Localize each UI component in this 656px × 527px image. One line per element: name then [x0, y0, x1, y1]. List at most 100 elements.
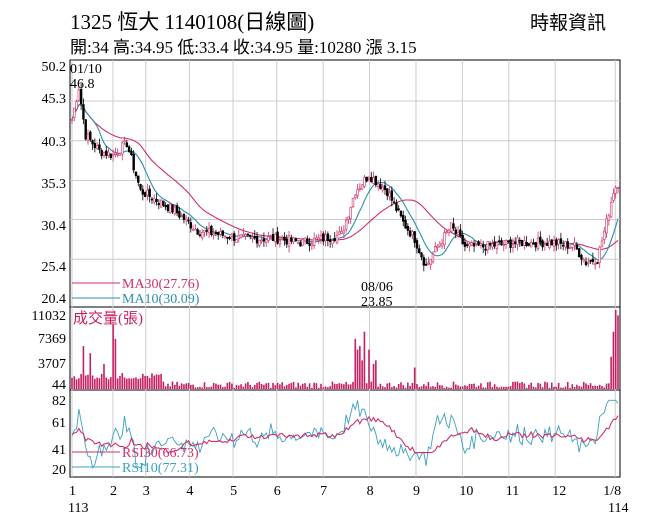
- volume-bar: [356, 349, 359, 389]
- volume-bar: [393, 385, 395, 389]
- volume-bar: [311, 387, 313, 389]
- candle-body: [502, 244, 505, 246]
- volume-bar: [429, 386, 432, 389]
- volume-bar: [592, 385, 594, 389]
- volume-bar: [192, 384, 194, 389]
- volume-bar: [249, 384, 251, 389]
- volume-bar: [343, 384, 345, 389]
- volume-bar: [617, 315, 619, 389]
- candle-body: [518, 239, 521, 242]
- volume-bar: [290, 382, 293, 389]
- candle-body: [230, 233, 234, 237]
- candle-body: [226, 236, 229, 239]
- candle-body: [280, 238, 284, 240]
- volume-bar: [94, 378, 96, 389]
- volume-bar: [349, 384, 352, 389]
- volume-bar: [313, 382, 315, 389]
- candle-body: [468, 243, 471, 247]
- candle-body: [395, 202, 398, 211]
- rsi-ytick-0: 82: [52, 394, 66, 409]
- candle-body: [498, 240, 501, 243]
- volume-bar: [436, 382, 439, 389]
- volume-bar: [288, 383, 290, 389]
- candle-body: [319, 235, 323, 240]
- candle-body: [584, 261, 588, 266]
- candle-body: [418, 248, 421, 253]
- volume-bar: [445, 386, 448, 389]
- candle-body: [609, 202, 613, 218]
- volume-bar: [411, 382, 414, 389]
- rsi-lines: [71, 399, 619, 469]
- candle-body: [335, 234, 339, 244]
- candle-body: [580, 255, 583, 260]
- month-tick-label: 4: [186, 484, 193, 499]
- volume-bar: [603, 387, 606, 389]
- volume-bar: [514, 381, 516, 389]
- volume-bar: [130, 378, 133, 389]
- candle-body: [520, 239, 524, 247]
- candle-body: [406, 226, 410, 231]
- candle-body: [111, 154, 115, 156]
- volume-bar: [610, 356, 612, 389]
- candle-body: [598, 246, 601, 263]
- candle-body: [253, 235, 256, 239]
- candle-body: [194, 228, 197, 231]
- candle-body: [491, 243, 494, 248]
- candle-body: [223, 235, 227, 238]
- candle-body: [180, 215, 183, 218]
- year-label-start: 113: [68, 501, 88, 516]
- volume-bar: [530, 382, 532, 389]
- volume-bar: [569, 387, 571, 389]
- volume-bar: [361, 360, 363, 389]
- candle-body: [91, 140, 94, 145]
- volume-bar: [402, 385, 405, 389]
- rsi30-line: [71, 415, 619, 454]
- chart-title: 1325 恆大 1140108(日線圖): [70, 10, 315, 34]
- candle-body: [452, 223, 455, 229]
- volume-bar: [441, 385, 443, 389]
- candle-body: [342, 230, 346, 234]
- candle-body: [555, 239, 558, 246]
- candle-body: [470, 242, 473, 246]
- volume-bar: [272, 382, 274, 389]
- candle-body: [239, 234, 243, 238]
- high-value-label: 46.8: [70, 77, 95, 92]
- candle-body: [370, 177, 373, 182]
- volume-bar: [496, 386, 498, 389]
- candle-body: [276, 231, 279, 244]
- candle-body: [315, 237, 318, 240]
- volume-bar: [253, 384, 256, 389]
- volume-bar: [546, 382, 548, 389]
- volume-bar: [148, 378, 151, 389]
- candle-body: [77, 89, 81, 101]
- high-date-label: 01/10: [70, 62, 102, 77]
- volume-bar: [594, 385, 596, 389]
- candle-body: [593, 263, 597, 266]
- candle-body: [479, 243, 483, 246]
- candle-body: [333, 237, 336, 241]
- volume-bar: [260, 383, 263, 389]
- candle-body: [166, 204, 170, 212]
- volume-bar: [397, 383, 400, 389]
- candle-body: [207, 227, 211, 234]
- volume-bar: [219, 384, 222, 389]
- candle-body: [159, 199, 163, 208]
- volume-bar: [468, 383, 471, 389]
- candle-body: [445, 231, 448, 234]
- candle-body: [351, 197, 355, 208]
- ma10-legend-label: MA10(30.09): [122, 292, 200, 307]
- candle-body: [415, 240, 419, 249]
- volume-bar: [525, 387, 528, 389]
- candle-body: [450, 222, 453, 232]
- volume-bar: [493, 384, 496, 389]
- candle-body: [141, 189, 145, 195]
- volume-bar: [434, 386, 437, 389]
- volume-bar: [224, 386, 226, 389]
- candle-body: [70, 119, 74, 121]
- candle-body: [392, 201, 396, 204]
- volume-bar: [589, 383, 592, 389]
- volume-bar: [242, 386, 245, 389]
- candle-body: [511, 244, 515, 248]
- volume-bar: [135, 377, 137, 389]
- candle-body: [219, 231, 222, 235]
